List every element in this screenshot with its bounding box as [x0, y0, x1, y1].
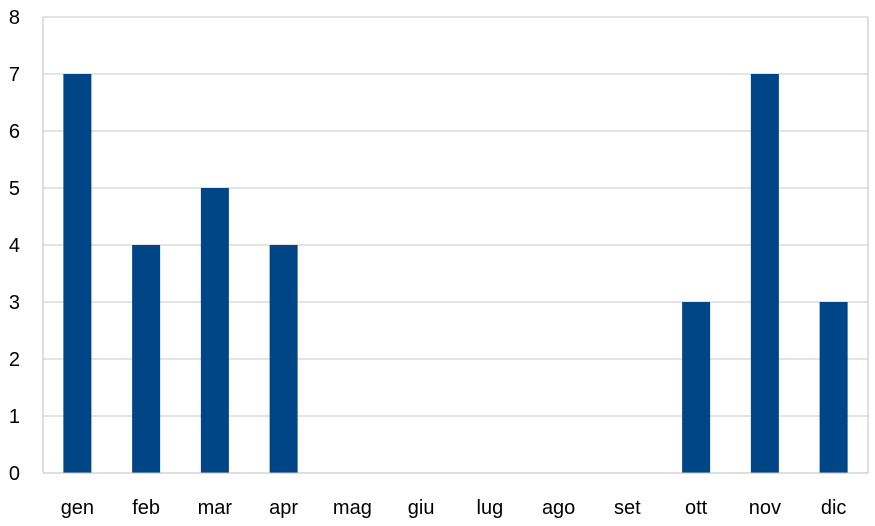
x-tick-label-lug: lug [477, 497, 504, 519]
bar-feb [132, 245, 161, 473]
x-tick-label-set: set [614, 497, 641, 519]
y-tick-label: 1 [9, 406, 20, 428]
bar-nov [750, 74, 779, 473]
y-tick-label: 8 [9, 7, 20, 29]
x-tick-label-ago: ago [542, 497, 575, 519]
x-tick-label-gen: gen [61, 497, 94, 519]
y-tick-labels: 0 1 2 3 4 5 6 7 8 [9, 7, 20, 485]
axes [42, 17, 869, 474]
y-tick-label: 3 [9, 292, 20, 314]
bar-gen [63, 74, 92, 473]
bars [63, 74, 848, 473]
x-tick-label-dic: dic [821, 497, 847, 519]
x-tick-label-mag: mag [333, 497, 372, 519]
x-tick-label-nov: nov [749, 497, 781, 519]
x-tick-label-feb: feb [132, 497, 160, 519]
bar-dic [819, 302, 848, 473]
x-tick-label-mar: mar [198, 497, 233, 519]
bar-apr [269, 245, 298, 473]
y-tick-label: 0 [9, 463, 20, 485]
bar-mar [200, 188, 229, 473]
x-tick-labels: gen feb mar apr mag giu lug ago set ott nov dic [61, 497, 847, 519]
y-tick-label: 4 [9, 235, 20, 257]
bar-ott [682, 302, 711, 473]
x-tick-label-apr: apr [269, 497, 298, 519]
y-tick-label: 5 [9, 178, 20, 200]
x-tick-label-ott: ott [685, 497, 708, 519]
y-tick-label: 7 [9, 64, 20, 86]
y-tick-label: 2 [9, 349, 20, 371]
x-tick-label-giu: giu [408, 497, 435, 519]
y-tick-label: 6 [9, 121, 20, 143]
gridlines [43, 16, 868, 417]
